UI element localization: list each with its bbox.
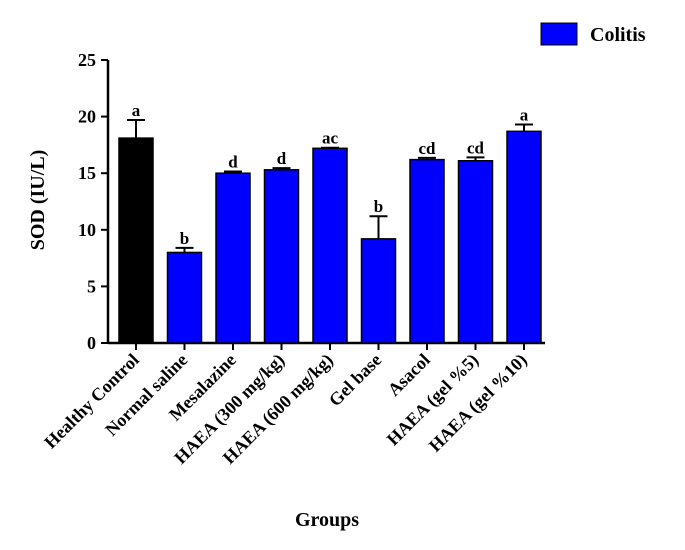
y-tick-label: 25 [78, 50, 96, 70]
significance-label: ac [322, 129, 339, 148]
bar [166, 251, 203, 344]
bar [263, 169, 300, 344]
bar [118, 137, 154, 344]
significance-label: cd [467, 138, 485, 157]
y-tick-label: 5 [87, 276, 96, 296]
significance-label: d [277, 149, 287, 168]
bar [506, 130, 542, 344]
y-tick-label: 0 [87, 333, 96, 353]
legend-label-colitis: Colitis [590, 24, 646, 46]
y-tick-label: 15 [78, 163, 96, 183]
bar [215, 172, 251, 344]
bar [360, 238, 397, 344]
y-tick-label: 10 [78, 220, 96, 240]
significance-label: a [132, 101, 141, 120]
legend: Colitis [540, 22, 646, 46]
bar [409, 158, 445, 344]
bars: a b d d ac b cd cd a [118, 101, 542, 344]
x-tick-label: Gel base [325, 350, 385, 410]
significance-label: b [180, 229, 189, 248]
x-axis-label: Groups [295, 509, 359, 531]
y-axis-label: SOD (IU/L) [27, 150, 49, 251]
y-tick-label: 20 [78, 107, 96, 127]
significance-label: cd [419, 139, 437, 158]
legend-swatch-colitis [540, 22, 578, 46]
bar [457, 159, 494, 344]
significance-label: d [228, 153, 238, 172]
bar [312, 147, 348, 344]
significance-label: b [374, 197, 383, 216]
significance-label: a [520, 106, 529, 125]
